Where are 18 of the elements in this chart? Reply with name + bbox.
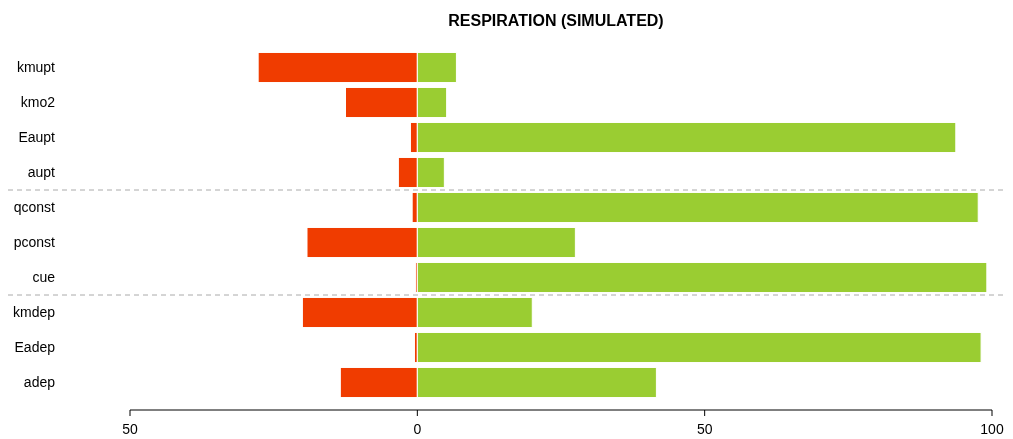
y-tick-label: kmupt: [16, 59, 56, 76]
chart-title: RESPIRATION (SIMULATED): [448, 12, 664, 29]
y-tick-label: qconst: [13, 199, 56, 216]
y-tick-label: kmdep: [12, 304, 56, 321]
y-tick-label: aupt: [27, 164, 56, 181]
bar: [416, 191, 979, 224]
y-tick-label: Eaupt: [18, 129, 56, 146]
x-tick-label: 100: [980, 421, 1004, 437]
x-tick-label: 0: [413, 421, 422, 437]
y-tick-label: Eadep: [14, 339, 56, 356]
bar: [416, 261, 988, 294]
x-tick-label: 50: [696, 421, 713, 437]
y-tick-label: adep: [23, 374, 56, 391]
y-tick-label: pconst: [13, 234, 56, 251]
x-tick-label: 50: [122, 421, 138, 437]
bar: [416, 331, 982, 364]
y-tick-label: cue: [32, 269, 56, 286]
y-tick-label: kmo2: [20, 94, 56, 111]
